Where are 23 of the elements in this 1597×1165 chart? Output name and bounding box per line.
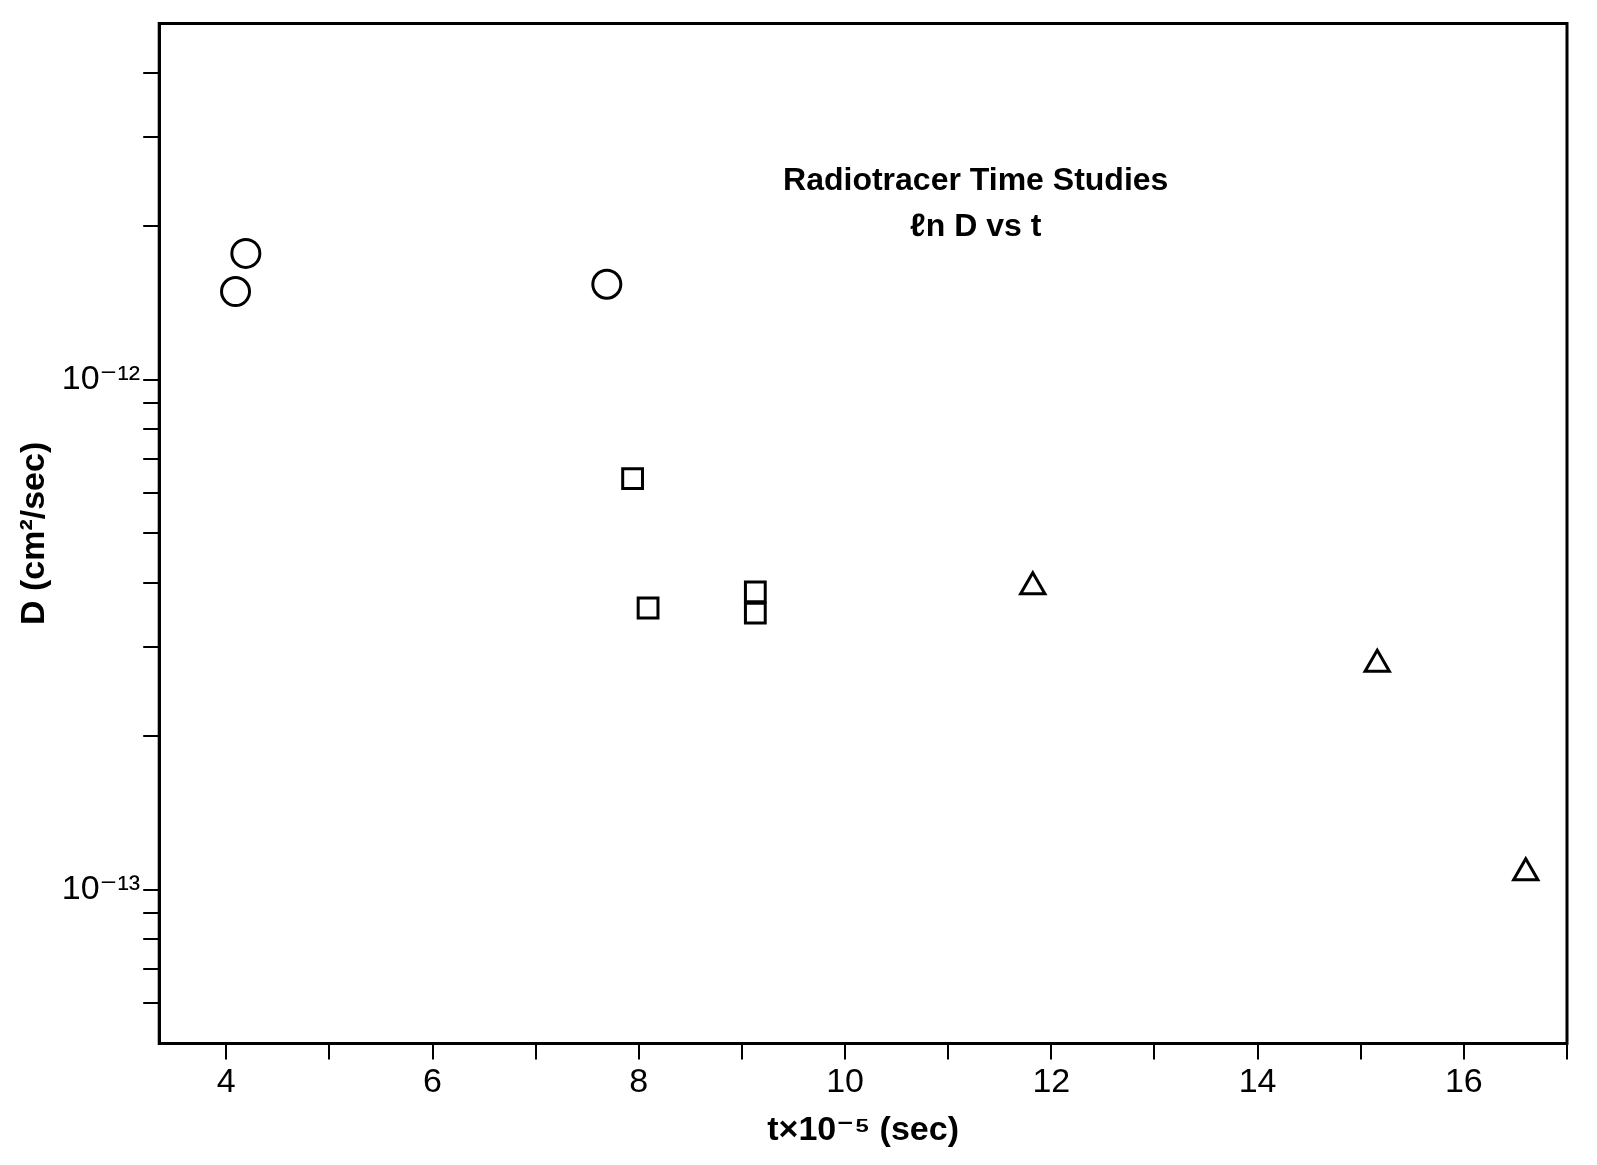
x-tick-label: 6 [423,1061,442,1100]
x-tick-label: 14 [1238,1061,1277,1100]
text: ℓn D vs t [910,207,1042,244]
text: Radiotracer Time Studies [783,161,1169,198]
y-axis-title: D (cm²/sec) [12,441,51,626]
point [220,276,252,308]
point [230,237,262,269]
x-tick-label: 16 [1444,1061,1483,1100]
x-tick-label: 12 [1032,1061,1071,1100]
x-tick-label: 8 [629,1061,649,1100]
point [1512,857,1540,882]
point [1019,571,1047,596]
point [636,596,660,620]
x-tick-label: 4 [216,1061,236,1100]
x-tick-label: 10 [826,1061,864,1100]
x-axis-title: t×10⁻⁵ (sec) [767,1108,959,1147]
point [743,580,767,604]
point [591,268,623,300]
y-tick-label: 10⁻¹² [61,358,141,397]
point [1363,648,1391,673]
point [621,467,644,491]
y-tick-label: 10⁻¹³ [61,868,141,907]
point [743,601,767,625]
